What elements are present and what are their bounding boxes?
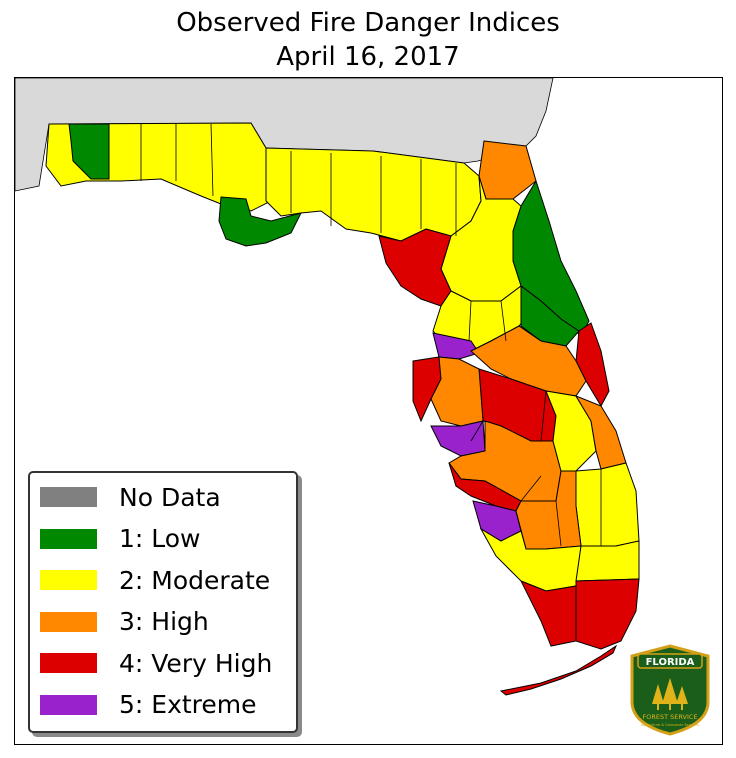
region-brevard bbox=[575, 322, 610, 408]
region-hernando bbox=[432, 332, 480, 360]
legend-swatch bbox=[40, 528, 97, 549]
legend-item-moderate: 2: Moderate bbox=[40, 565, 270, 595]
logo-text-florida: FLORIDA bbox=[646, 657, 695, 668]
legend-swatch bbox=[40, 653, 97, 673]
region-escambia bbox=[68, 123, 110, 180]
region-broward bbox=[575, 540, 640, 582]
legend-label: 2: Moderate bbox=[119, 565, 271, 595]
legend-label: No Data bbox=[119, 482, 221, 512]
region-lake-orange bbox=[470, 325, 587, 397]
region-big-bend bbox=[265, 147, 482, 242]
legend-swatch bbox=[40, 694, 97, 715]
legend-label: 1: Low bbox=[119, 524, 201, 553]
region-manatee bbox=[430, 420, 486, 457]
county-lines bbox=[140, 123, 602, 547]
legend-swatch bbox=[40, 611, 97, 632]
region-volusia bbox=[520, 285, 580, 347]
region-miami-dade bbox=[575, 578, 640, 650]
region-palm-beach bbox=[575, 462, 640, 547]
region-franklin bbox=[218, 196, 302, 247]
region-monroe bbox=[519, 580, 577, 647]
pine-trees-icon bbox=[652, 678, 688, 710]
legend-item-no-data: No Data bbox=[40, 482, 221, 512]
legend: No Data 1: Low 2: Moderate 3: High 4: Very H… bbox=[28, 471, 298, 733]
legend-item-high: 3: High bbox=[40, 607, 209, 637]
florida-map bbox=[15, 78, 640, 696]
county-regions bbox=[45, 122, 640, 696]
legend-label: 4: Very High bbox=[119, 648, 273, 678]
legend-label: 5: Extreme bbox=[119, 690, 257, 719]
legend-item-extreme: 5: Extreme bbox=[40, 690, 257, 720]
legend-item-low: 1: Low bbox=[40, 524, 201, 554]
legend-label: 3: High bbox=[119, 607, 209, 636]
legend-swatch bbox=[40, 487, 97, 507]
region-levy bbox=[378, 228, 452, 307]
map-date: April 16, 2017 bbox=[276, 42, 460, 72]
legend-swatch bbox=[40, 570, 97, 590]
florida-forest-service-logo: FLORIDA FOREST SERVICE Agriculture & Con… bbox=[630, 644, 710, 736]
legend-item-very-high: 4: Very High bbox=[40, 648, 272, 678]
logo-text-forest-service: FOREST SERVICE bbox=[642, 713, 697, 721]
region-northeast bbox=[478, 140, 537, 200]
logo-text-agriculture: Agriculture & Consumer Services bbox=[641, 723, 699, 727]
map-title: Observed Fire Danger Indices bbox=[176, 8, 560, 38]
region-florida-keys bbox=[499, 644, 618, 696]
